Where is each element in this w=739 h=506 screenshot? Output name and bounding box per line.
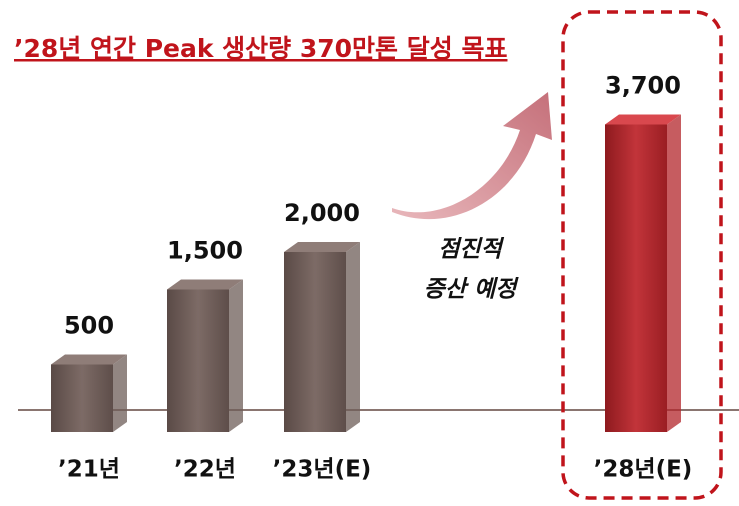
x-tick-label: ’23년(E) xyxy=(273,457,372,483)
bar xyxy=(605,124,667,432)
bar xyxy=(51,364,113,432)
bar-top xyxy=(51,354,127,365)
annotation: 증산 예정 xyxy=(424,277,519,303)
growth-arrow xyxy=(392,92,552,220)
chart-title: ’28년 연간 Peak 생산량 370만톤 달성 목표 xyxy=(14,34,507,63)
highlight-box xyxy=(561,10,723,500)
bar-side xyxy=(667,114,681,432)
value-label: 1,500 xyxy=(167,237,243,265)
value-label: 500 xyxy=(64,312,114,340)
bar xyxy=(284,252,346,432)
bar-top xyxy=(167,279,243,290)
x-tick-label: ’21년 xyxy=(58,457,120,483)
bar-side xyxy=(346,242,360,432)
x-tick-label: ’22년 xyxy=(174,457,236,483)
bar-top xyxy=(605,114,681,125)
bar-top xyxy=(284,242,360,252)
x-tick-label: ’28년(E) xyxy=(594,457,693,483)
value-label: 3,700 xyxy=(605,72,681,100)
bar-side xyxy=(113,354,127,432)
bar xyxy=(167,289,229,432)
annotation: 점진적 xyxy=(438,237,504,263)
value-label: 2,000 xyxy=(284,199,360,227)
bar-side xyxy=(229,279,243,432)
